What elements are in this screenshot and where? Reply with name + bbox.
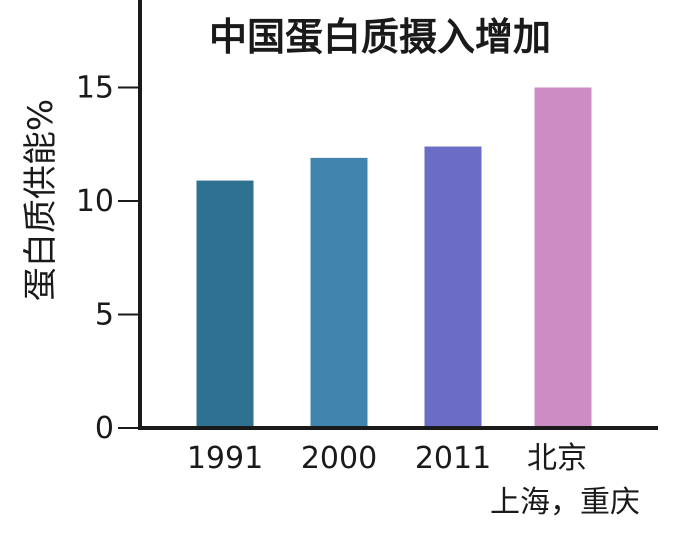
y-tick-label-0: 0 xyxy=(95,411,114,446)
x-tick-label-1: 2000 xyxy=(301,441,377,476)
chart-title: 中国蛋白质摄入增加 xyxy=(209,15,551,59)
y-tick-label-3: 15 xyxy=(76,71,114,106)
bar-3 xyxy=(534,87,592,428)
x-tick-label-3-line-0: 北京 xyxy=(527,441,587,476)
y-tick-label-1: 5 xyxy=(95,298,114,333)
bar-0 xyxy=(196,180,254,428)
x-tick-label-2: 2011 xyxy=(415,441,491,476)
bar-2 xyxy=(424,146,482,428)
x-tick-label-0: 1991 xyxy=(187,441,263,476)
y-tick-label-2: 10 xyxy=(76,184,114,219)
y-axis-label: 蛋白质供能% xyxy=(21,99,61,301)
bar-1 xyxy=(310,157,368,428)
x-tick-label-3-line-1: 上海，重庆 xyxy=(490,485,640,520)
